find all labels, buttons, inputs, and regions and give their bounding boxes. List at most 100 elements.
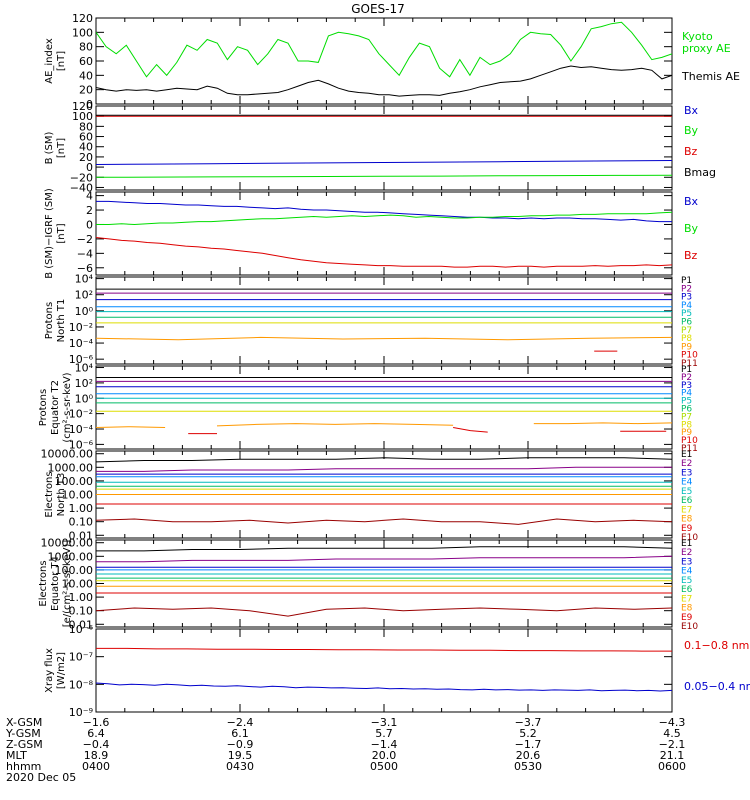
- y-tick-label: 10⁻⁴: [69, 337, 94, 350]
- series-p10b: [453, 427, 488, 433]
- legend-p6: P6: [681, 318, 692, 328]
- y-tick-label: 100: [72, 110, 93, 123]
- legend-p2: P2: [681, 373, 692, 383]
- legend-p10: P10: [681, 436, 698, 446]
- series-group: [96, 288, 672, 352]
- y-axis-label: [nT]: [56, 138, 67, 158]
- panel-frame: [95, 539, 673, 628]
- legend-p7: P7: [681, 326, 692, 336]
- ephemeris-value: 20.6: [516, 749, 541, 762]
- y-tick-label: 120: [72, 100, 93, 113]
- legend-bx: Bx: [684, 195, 699, 208]
- ephemeris-value: −1.7: [515, 738, 542, 751]
- panel-frame: [95, 365, 673, 450]
- y-tick-label: 10²: [75, 377, 93, 390]
- legend-p9: P9: [681, 342, 692, 352]
- legend-e2: E2: [681, 548, 692, 558]
- legend-bx: Bx: [684, 104, 699, 117]
- series-bx: [96, 200, 672, 223]
- legend-e7: E7: [681, 594, 692, 604]
- legend-e10: E10: [681, 533, 698, 543]
- y-axis-label: [W/m2]: [56, 652, 67, 689]
- panel-frame: [95, 276, 673, 365]
- y-axis-label: B (SM): [44, 131, 55, 164]
- y-tick-label: 60: [79, 131, 93, 144]
- y-tick-label: −6: [77, 262, 93, 275]
- series-group: [96, 200, 672, 268]
- ephemeris-value: −1.4: [371, 738, 398, 751]
- legend-e10: E10: [681, 622, 698, 632]
- y-axis-label: North T1: [56, 299, 67, 343]
- y-tick-label: 10⁴: [75, 273, 94, 286]
- ephemeris-value: 21.1: [660, 749, 685, 762]
- ephemeris-value: −3.1: [371, 716, 398, 729]
- y-axis-label: North T3: [56, 473, 67, 517]
- y-tick-label: 80: [79, 41, 93, 54]
- y-tick-label: 10⁻²: [69, 321, 93, 334]
- legend-bmag: Bmag: [684, 166, 716, 179]
- panel-pnorth: 10⁻⁶ 10⁻⁴ 10⁻² 10⁰ 10² 10⁴ Protons North T1 P1P2…: [44, 273, 698, 369]
- ephemeris-value: 0600: [658, 760, 686, 773]
- legend-by: By: [684, 222, 699, 235]
- legend-e6: E6: [681, 496, 693, 506]
- ephemeris-value: −0.9: [227, 738, 254, 751]
- legend-p10: P10: [681, 351, 698, 361]
- ephemeris-value: 0500: [370, 760, 398, 773]
- legend-e1: E1: [681, 539, 692, 549]
- y-tick-label: 100: [72, 26, 93, 39]
- y-axis-label: AE_index: [44, 38, 55, 84]
- series-group: [96, 546, 672, 617]
- legend-e9: E9: [681, 613, 693, 623]
- y-tick-label: 10⁰: [75, 392, 94, 405]
- legend-bz: Bz: [684, 249, 698, 262]
- series-p8c: [533, 422, 672, 425]
- y-tick-label: 100.00: [55, 475, 94, 488]
- ephemeris-value: 18.9: [84, 749, 109, 762]
- series-group: [96, 377, 672, 435]
- legend-p3: P3: [681, 381, 692, 391]
- y-tick-label: 4: [86, 190, 93, 203]
- series-bx: [96, 160, 672, 165]
- y-tick-label: 0: [86, 161, 93, 174]
- y-tick-label: 10⁻⁶: [69, 438, 94, 451]
- y-tick-label: 0.10: [69, 516, 94, 529]
- ephemeris-value: 5.2: [519, 727, 537, 740]
- y-axis-label: Equator T2: [50, 380, 61, 435]
- y-tick-label: 10⁻⁴: [69, 423, 94, 436]
- legend-e4: E4: [681, 567, 693, 577]
- ephemeris-row-label: X-GSM: [6, 716, 42, 729]
- legend-p1: P1: [681, 276, 692, 286]
- y-tick-label: 20: [79, 151, 93, 164]
- series-by: [96, 174, 672, 178]
- y-tick-label: −20: [70, 171, 93, 184]
- series-0-05-0-4-nm: [96, 682, 672, 692]
- y-tick-label: 60: [79, 55, 93, 68]
- y-tick-label: 10000.00: [41, 448, 94, 461]
- ephemeris-value: 5.7: [375, 727, 393, 740]
- y-tick-label: −2: [77, 233, 93, 246]
- legend-p3: P3: [681, 293, 692, 303]
- series-group: [96, 21, 672, 97]
- ephemeris-row-label: Y-GSM: [5, 727, 41, 740]
- y-tick-label: 10⁻⁹: [69, 706, 93, 719]
- y-tick-label: 0.01: [69, 618, 94, 631]
- y-axis-label: Xray flux: [44, 648, 55, 693]
- y-tick-label: 1.00: [69, 591, 94, 604]
- series-themis-ae: [96, 65, 672, 97]
- ephemeris-value: −2.1: [659, 738, 686, 751]
- ephemeris-value: −4.3: [659, 716, 686, 729]
- legend-e9: E9: [681, 524, 693, 534]
- y-tick-label: 100.00: [55, 564, 94, 577]
- y-tick-label: 10⁻⁷: [69, 651, 93, 664]
- legend-p4: P4: [681, 301, 692, 311]
- series-e1: [96, 546, 672, 552]
- ephemeris-row-label: 2020 Dec 05: [6, 771, 76, 784]
- ephemeris-row-label: MLT: [6, 749, 27, 762]
- series-kyoto-proxy-ae: [96, 21, 672, 78]
- y-tick-label: 0.10: [69, 605, 94, 618]
- ephemeris-value: 4.5: [663, 727, 681, 740]
- ephemeris-row-label: hhmm: [6, 760, 41, 773]
